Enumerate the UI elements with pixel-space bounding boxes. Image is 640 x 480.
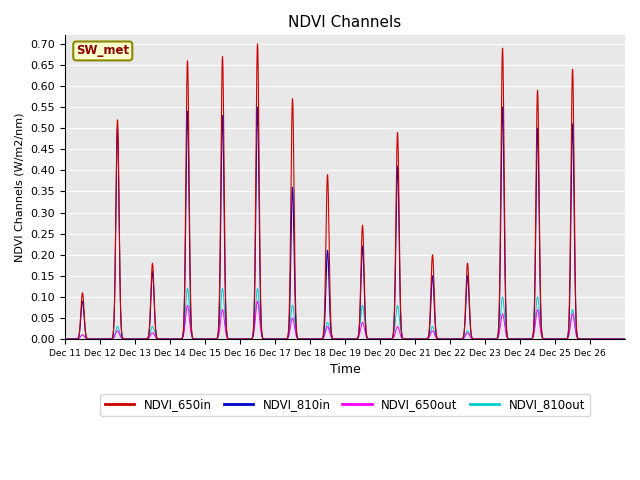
Text: SW_met: SW_met	[76, 45, 129, 58]
NDVI_650in	[526, 336, 534, 342]
X-axis label: Time: Time	[330, 363, 360, 376]
NDVI_650out	[396, 330, 404, 336]
NDVI_810in	[621, 336, 629, 342]
NDVI_810in	[366, 336, 374, 342]
NDVI_810out	[621, 336, 629, 342]
NDVI_810in	[396, 281, 404, 287]
NDVI_810out	[396, 321, 404, 326]
Line: NDVI_650in: NDVI_650in	[65, 44, 625, 339]
NDVI_810in	[499, 106, 507, 111]
Title: NDVI Channels: NDVI Channels	[289, 15, 402, 30]
NDVI_810in	[177, 336, 185, 342]
NDVI_650in	[396, 270, 404, 276]
NDVI_650out	[177, 336, 185, 342]
NDVI_810in	[526, 336, 534, 342]
NDVI_650out	[61, 336, 69, 342]
NDVI_810in	[541, 336, 548, 342]
NDVI_650out	[541, 336, 548, 342]
NDVI_650in	[177, 336, 185, 342]
NDVI_650out	[253, 298, 261, 304]
Line: NDVI_810in: NDVI_810in	[65, 107, 625, 339]
Line: NDVI_650out: NDVI_650out	[65, 301, 625, 339]
NDVI_810out	[366, 336, 374, 342]
NDVI_650in	[253, 41, 261, 47]
NDVI_650in	[621, 336, 629, 342]
Line: NDVI_810out: NDVI_810out	[65, 288, 625, 339]
Y-axis label: NDVI Channels (W/m2/nm): NDVI Channels (W/m2/nm)	[15, 112, 25, 262]
NDVI_650in	[541, 336, 548, 342]
NDVI_650in	[499, 47, 507, 53]
NDVI_810out	[184, 286, 191, 291]
NDVI_810out	[177, 336, 185, 342]
NDVI_650in	[366, 336, 374, 342]
NDVI_810out	[499, 294, 507, 300]
NDVI_810out	[61, 336, 69, 342]
NDVI_650out	[526, 336, 534, 342]
NDVI_650out	[499, 311, 507, 317]
Legend: NDVI_650in, NDVI_810in, NDVI_650out, NDVI_810out: NDVI_650in, NDVI_810in, NDVI_650out, NDV…	[100, 394, 590, 416]
NDVI_650in	[61, 336, 69, 342]
NDVI_650out	[366, 336, 374, 342]
NDVI_810out	[541, 336, 548, 342]
NDVI_810out	[526, 336, 534, 342]
NDVI_650out	[621, 336, 629, 342]
NDVI_810in	[253, 104, 261, 110]
NDVI_810in	[61, 336, 69, 342]
